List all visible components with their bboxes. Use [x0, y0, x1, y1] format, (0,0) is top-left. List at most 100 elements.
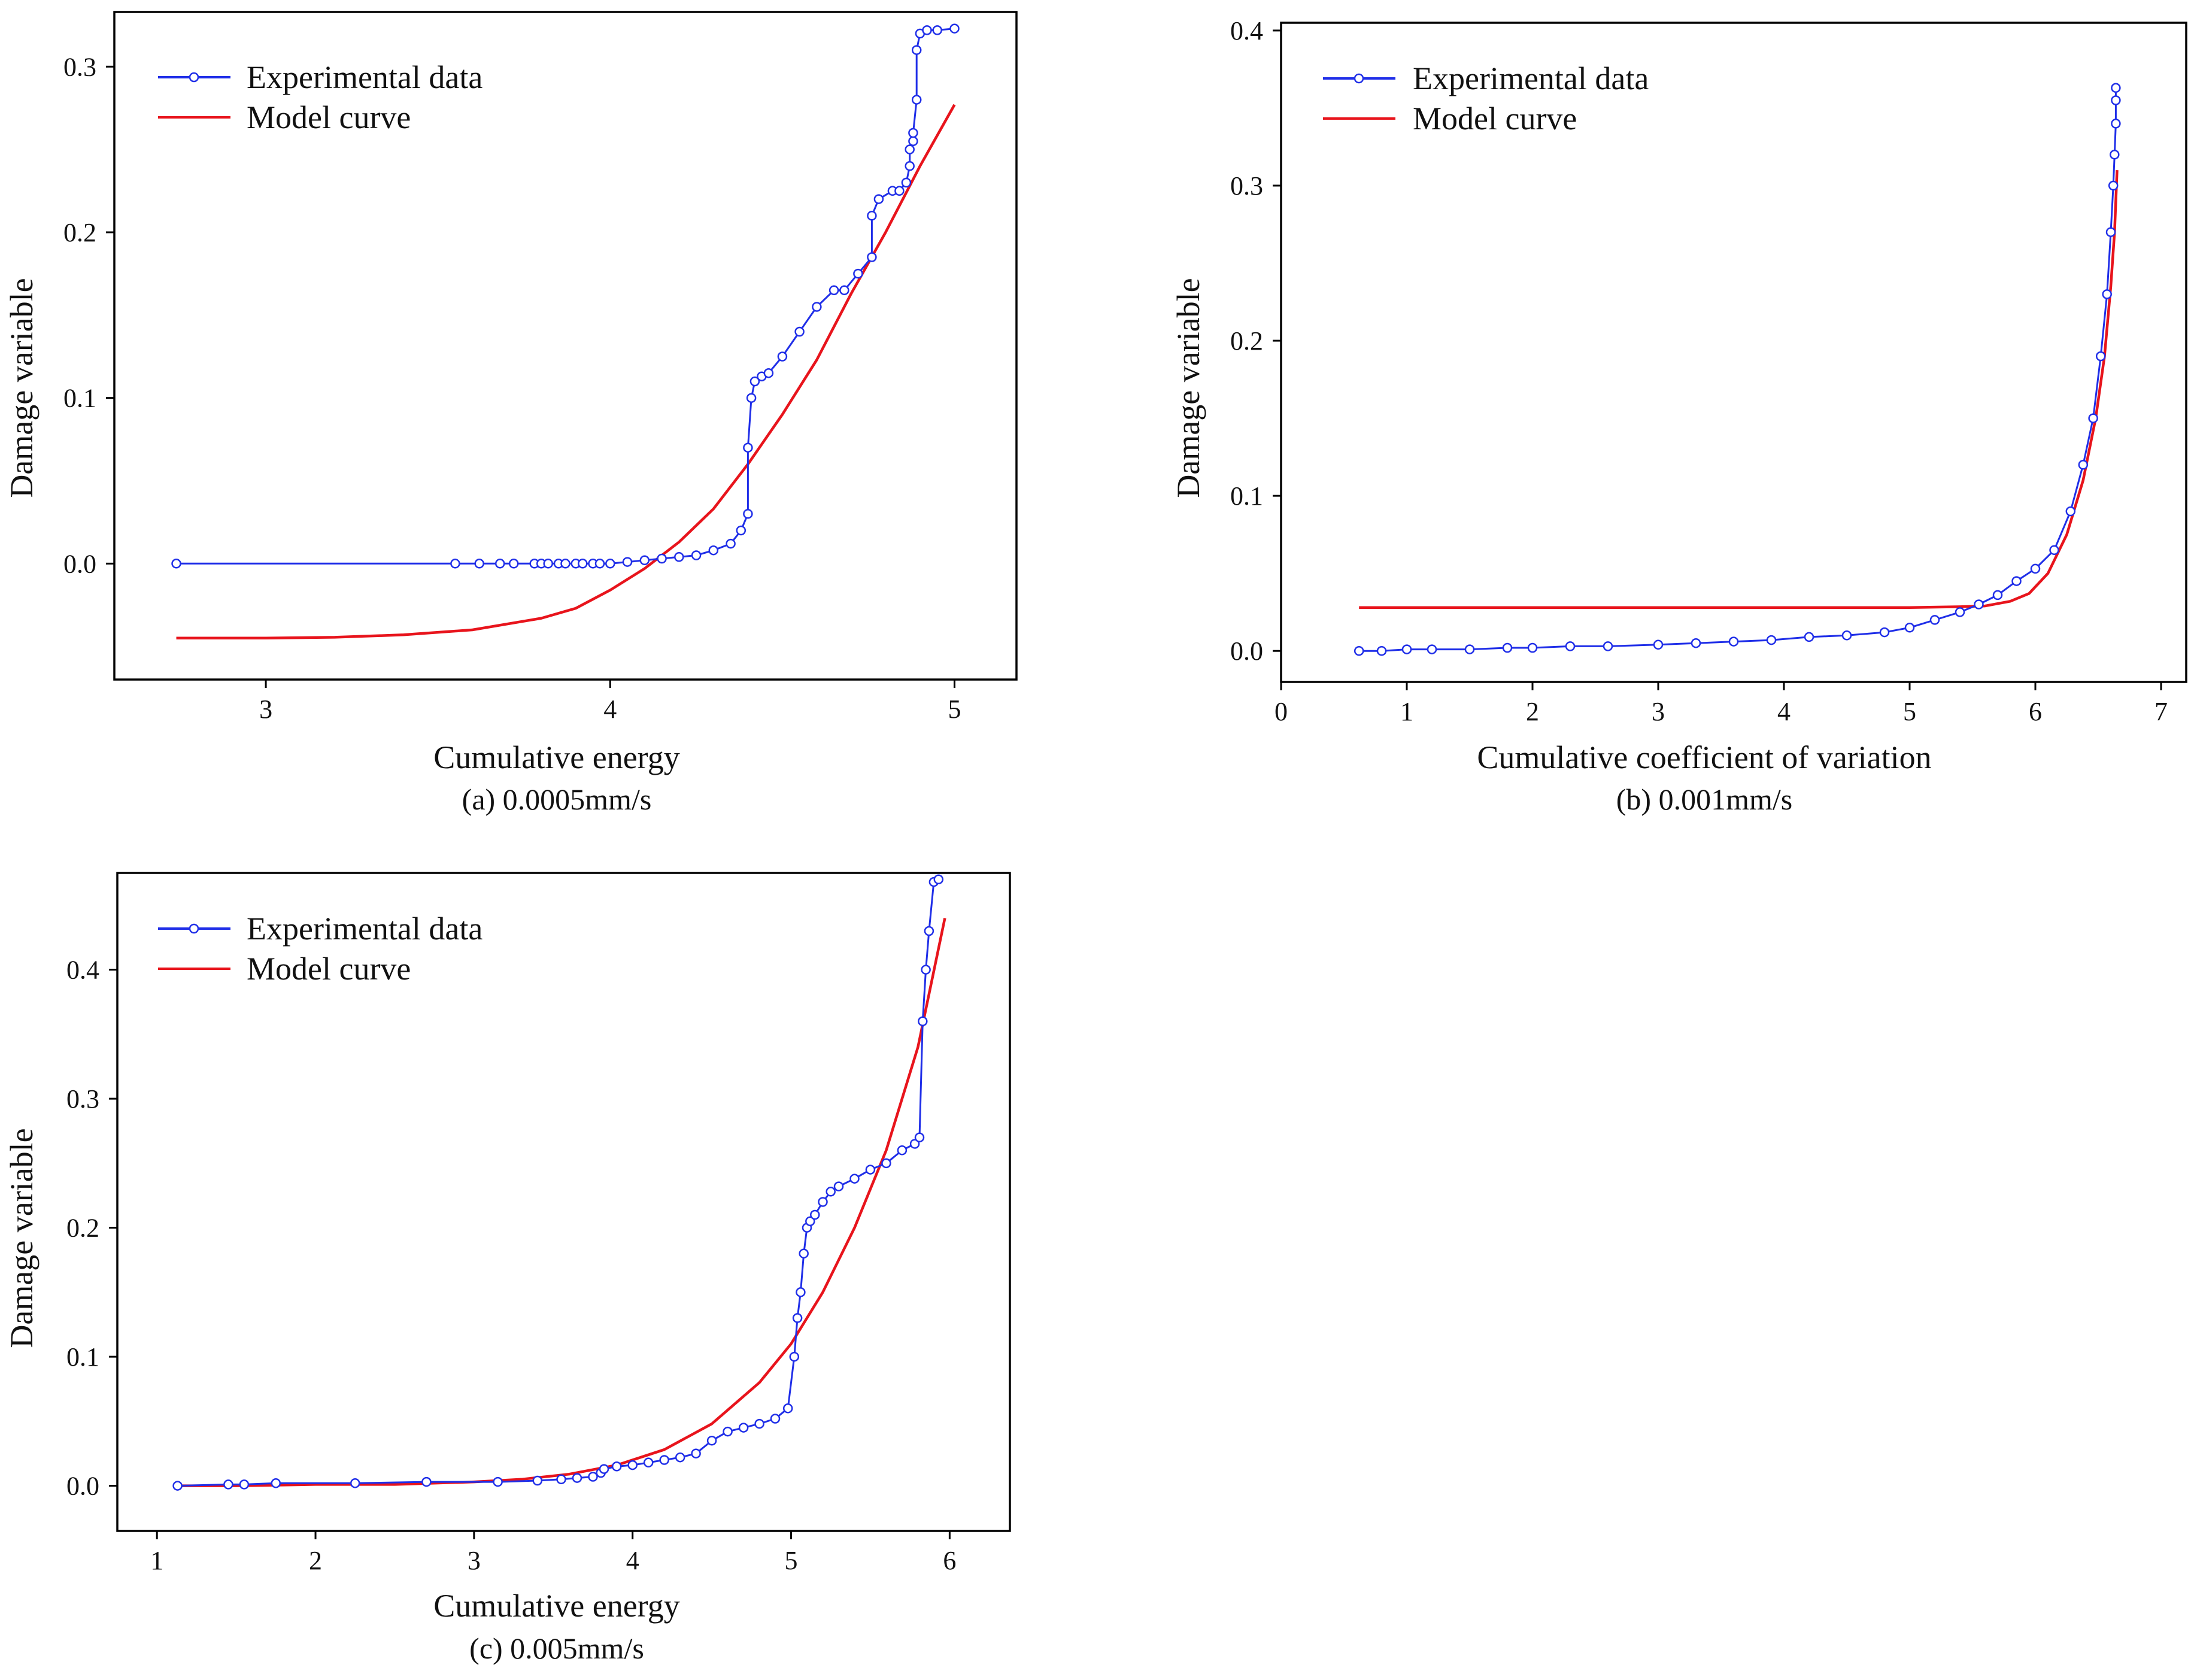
experimental-point-c-27 [796, 1287, 806, 1297]
experimental-point-b-21 [2011, 576, 2022, 586]
y-ticks-c: 0.0 0.1 0.2 0.3 0.4 [66, 956, 117, 1501]
experimental-point-a-15 [622, 557, 633, 567]
experimental-point-a-22 [736, 525, 746, 536]
legend-experimental-label-a: Experimental data [247, 59, 482, 95]
experimental-point-b-33 [2111, 95, 2121, 105]
experimental-point-b-22 [2030, 563, 2041, 574]
x-tick-label-b-6: 6 [2029, 697, 2042, 726]
x-tick-label-a-1: 4 [603, 695, 617, 724]
experimental-point-a-29 [777, 351, 788, 362]
experimental-point-a-11 [578, 559, 588, 569]
x-tick-label-b-5: 5 [1903, 697, 1916, 726]
y-tick-label-b-0: 0.0 [1230, 636, 1263, 666]
experimental-series-b [1354, 83, 2121, 656]
experimental-point-a-21 [726, 538, 736, 549]
experimental-point-c-40 [914, 1132, 925, 1143]
panel-caption-c: (c) 0.005mm/s [469, 1632, 644, 1665]
y-tick-label-b-2: 0.2 [1230, 326, 1263, 356]
experimental-point-b-24 [2065, 506, 2076, 517]
experimental-point-a-9 [560, 559, 570, 569]
experimental-point-a-2 [474, 559, 484, 569]
y-tick-label-a-3: 0.3 [63, 52, 96, 81]
experimental-point-c-26 [792, 1313, 803, 1323]
experimental-point-a-16 [639, 555, 650, 566]
x-tick-label-b-4: 4 [1777, 697, 1791, 726]
experimental-point-b-2 [1401, 644, 1412, 654]
y-ticks-b: 0.0 0.1 0.2 0.3 0.4 [1230, 16, 1281, 666]
legend-experimental-marker-c [189, 923, 199, 934]
legend-model-label-b: Model curve [1413, 101, 1577, 137]
model-curve-line-b [1359, 170, 2119, 609]
y-tick-label-b-1: 0.1 [1230, 481, 1263, 511]
experimental-point-a-36 [867, 211, 877, 221]
experimental-point-b-14 [1841, 630, 1852, 641]
experimental-point-a-24 [743, 442, 753, 453]
y-tick-label-a-1: 0.1 [63, 384, 96, 413]
experimental-point-c-18 [691, 1448, 701, 1458]
experimental-point-c-37 [881, 1158, 891, 1169]
experimental-point-b-9 [1653, 639, 1664, 650]
x-axis-label-b: Cumulative coefficient of variation [1477, 739, 1931, 775]
model-curve-line-a [176, 104, 956, 640]
experimental-point-a-18 [674, 552, 684, 562]
model-series-a [176, 104, 956, 640]
y-axis-label-a: Damage variable [4, 278, 40, 498]
experimental-point-c-43 [924, 926, 934, 936]
experimental-point-a-28 [763, 368, 774, 378]
x-tick-label-c-5: 6 [943, 1546, 956, 1575]
legend-b: Experimental data Model curve [1323, 60, 1649, 137]
experimental-point-a-20 [708, 545, 719, 556]
experimental-point-c-38 [897, 1145, 908, 1156]
experimental-point-c-0 [172, 1481, 183, 1491]
x-tick-label-c-3: 4 [626, 1546, 639, 1575]
y-axis-label-b: Damage variable [1170, 278, 1206, 498]
experimental-point-c-19 [706, 1435, 717, 1446]
experimental-point-a-41 [905, 161, 915, 171]
x-ticks-c: 1 2 3 4 5 6 [150, 1531, 956, 1575]
experimental-point-a-34 [853, 268, 863, 279]
experimental-point-c-17 [675, 1452, 685, 1463]
legend-model-label-a: Model curve [247, 99, 411, 135]
experimental-point-a-4 [508, 559, 519, 569]
experimental-point-a-3 [494, 559, 505, 569]
x-tick-label-c-0: 1 [150, 1546, 163, 1575]
experimental-point-b-8 [1603, 641, 1613, 651]
experimental-point-b-29 [2105, 227, 2116, 237]
experimental-point-b-32 [2111, 119, 2121, 129]
experimental-point-b-4 [1464, 644, 1475, 654]
experimental-point-a-31 [812, 302, 822, 312]
experimental-point-c-25 [789, 1351, 800, 1362]
experimental-line-b [1359, 87, 2117, 652]
experimental-point-b-31 [2110, 149, 2120, 160]
experimental-point-c-42 [921, 965, 931, 975]
legend-model-label-c: Model curve [247, 951, 411, 987]
x-tick-label-a-2: 5 [948, 695, 961, 724]
experimental-point-b-12 [1766, 635, 1777, 645]
experimental-point-b-30 [2108, 180, 2119, 191]
y-tick-label-c-2: 0.2 [66, 1214, 99, 1243]
experimental-point-c-15 [643, 1457, 654, 1468]
experimental-point-a-39 [894, 186, 905, 196]
experimental-point-a-7 [543, 559, 553, 569]
experimental-point-a-1 [450, 559, 460, 569]
experimental-point-a-49 [932, 25, 942, 35]
plot-frame-c [116, 872, 1011, 1532]
experimental-point-a-23 [743, 509, 753, 519]
experimental-point-b-1 [1376, 645, 1387, 656]
experimental-point-c-2 [239, 1479, 250, 1490]
y-ticks-a: 0.0 0.1 0.2 0.3 [63, 52, 114, 578]
experimental-point-c-28 [799, 1248, 809, 1259]
experimental-point-c-36 [865, 1165, 876, 1175]
experimental-point-a-13 [594, 559, 605, 569]
x-ticks-a: 3 4 5 [259, 680, 961, 724]
experimental-point-c-33 [826, 1187, 836, 1197]
experimental-line-c [177, 878, 939, 1487]
experimental-point-a-25 [746, 393, 757, 403]
experimental-point-a-45 [911, 95, 922, 105]
experimental-point-a-26 [749, 376, 760, 387]
experimental-point-c-21 [738, 1423, 749, 1433]
experimental-point-b-10 [1691, 638, 1701, 648]
experimental-point-a-35 [867, 252, 877, 262]
experimental-point-a-40 [901, 177, 912, 188]
